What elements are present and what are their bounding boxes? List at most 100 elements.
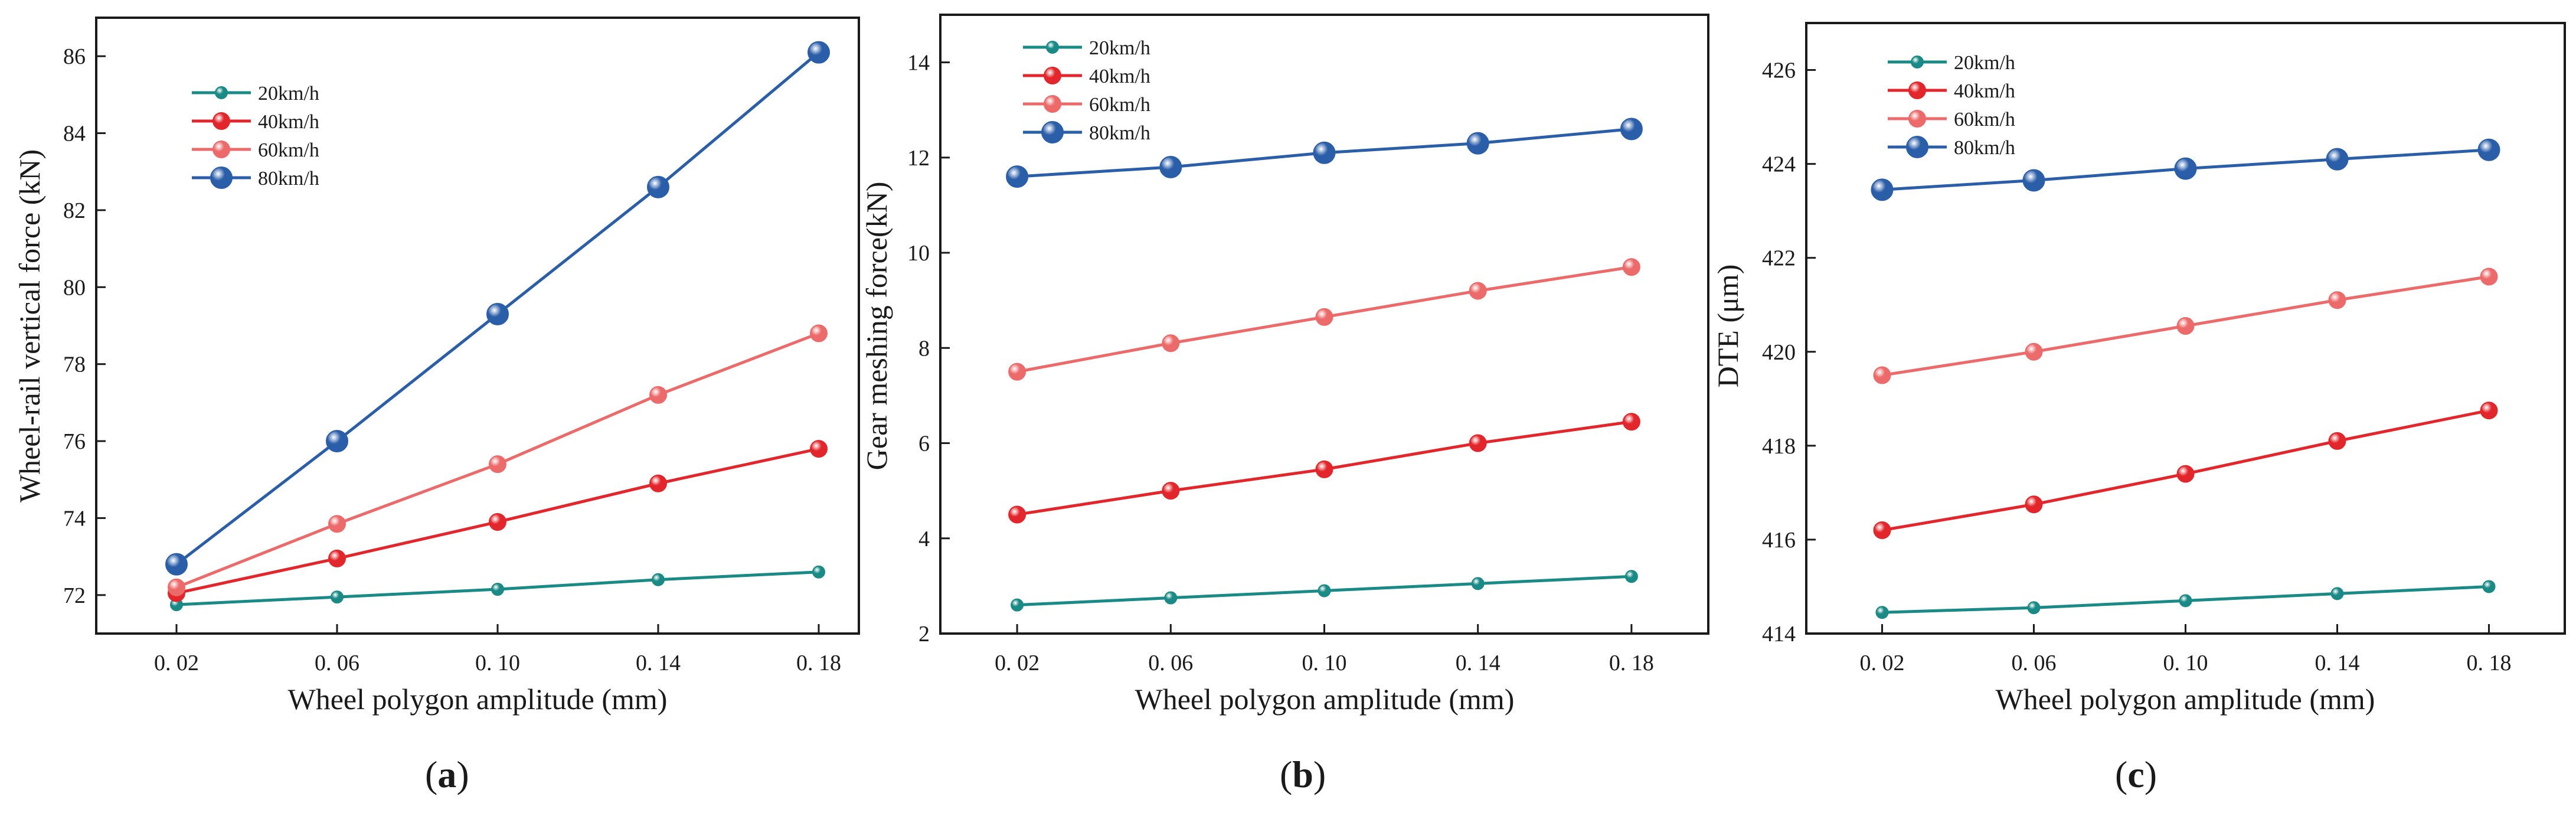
panel-label-close-paren: ) bbox=[1313, 753, 1326, 795]
data-point bbox=[2179, 594, 2192, 608]
data-point bbox=[1875, 606, 1889, 619]
y-tick-label: 12 bbox=[907, 146, 930, 171]
axis-ticks: 2 4 6 8 10 12 14 0. 02 0. 06 0. 10 0. 14 0. 18 bbox=[907, 51, 1654, 675]
data-point bbox=[1622, 413, 1640, 431]
series-lines bbox=[1882, 148, 2489, 614]
y-axis-label: Wheel-rail vertical force (kN) bbox=[13, 149, 46, 502]
data-point bbox=[491, 583, 504, 596]
x-axis-label: Wheel polygon amplitude (mm) bbox=[288, 683, 668, 716]
y-tick-label: 72 bbox=[63, 583, 86, 608]
legend-label: 40km/h bbox=[1954, 80, 2015, 102]
data-point bbox=[486, 302, 509, 325]
legend: 20km/h 40km/h 60km/h 80km/h bbox=[192, 83, 319, 190]
x-tick-label: 0. 02 bbox=[154, 651, 199, 675]
data-point bbox=[2027, 601, 2041, 615]
data-point bbox=[2174, 157, 2197, 180]
x-axis-label: Wheel polygon amplitude (mm) bbox=[1135, 683, 1515, 716]
data-point bbox=[1469, 282, 1487, 300]
data-point bbox=[2022, 169, 2045, 192]
legend-label: 60km/h bbox=[258, 139, 319, 161]
legend: 20km/h 40km/h 60km/h 80km/h bbox=[1023, 37, 1150, 144]
axis-ticks: 414 416 418 420 422 424 426 0. 02 0. 06 0. 10 0. 1… bbox=[1762, 58, 2512, 675]
data-point bbox=[1318, 584, 1331, 598]
data-point bbox=[1164, 591, 1178, 605]
data-point bbox=[1008, 505, 1027, 524]
data-point bbox=[1624, 570, 1638, 583]
x-tick-label: 0. 14 bbox=[1456, 651, 1501, 675]
y-tick-label: 424 bbox=[1762, 152, 1796, 177]
panel-label-open-paren: ( bbox=[425, 753, 437, 795]
x-tick-label: 0. 18 bbox=[796, 651, 841, 675]
y-tick-label: 422 bbox=[1762, 246, 1796, 271]
legend-label: 40km/h bbox=[258, 111, 319, 133]
panel-label-b: (b) bbox=[1280, 753, 1326, 795]
data-point bbox=[647, 175, 669, 198]
data-point bbox=[2480, 267, 2498, 286]
legend-swatch-marker bbox=[1908, 81, 1926, 99]
x-tick-label: 0. 06 bbox=[315, 651, 359, 675]
data-point bbox=[2328, 291, 2346, 309]
data-point bbox=[2025, 495, 2043, 514]
series-lines bbox=[1016, 127, 1632, 607]
panel-label-a: (a) bbox=[425, 753, 469, 795]
data-point bbox=[1159, 155, 1182, 178]
data-point bbox=[1471, 577, 1485, 590]
x-tick-label: 0. 10 bbox=[475, 651, 520, 675]
y-tick-label: 74 bbox=[63, 506, 86, 531]
data-point bbox=[1622, 258, 1640, 276]
panel-label-open-paren: ( bbox=[2115, 753, 2127, 795]
legend-label: 80km/h bbox=[1089, 122, 1150, 144]
data-point bbox=[1006, 165, 1029, 188]
legend-label: 80km/h bbox=[258, 168, 319, 190]
y-tick-label: 80 bbox=[63, 275, 86, 300]
legend-swatch-marker bbox=[1041, 121, 1064, 143]
legend-swatch-marker bbox=[213, 141, 230, 158]
data-point bbox=[1873, 521, 1891, 540]
legend-label: 20km/h bbox=[1089, 37, 1150, 59]
data-point bbox=[328, 515, 346, 533]
x-tick-label: 0. 02 bbox=[1860, 651, 1905, 675]
chart-panel-b: 2 4 6 8 10 12 14 0. 02 0. 06 0. 10 0. 14 0. 18 20km… bbox=[860, 14, 1709, 795]
data-point bbox=[489, 455, 506, 474]
data-point bbox=[1620, 117, 1643, 141]
data-point bbox=[2176, 317, 2195, 335]
x-axis-label: Wheel polygon amplitude (mm) bbox=[1996, 683, 2375, 716]
panel-label-letter: b bbox=[1292, 753, 1313, 795]
y-tick-label: 14 bbox=[907, 51, 930, 76]
panel-label-c: (c) bbox=[2115, 753, 2157, 795]
data-point bbox=[1011, 598, 1024, 612]
x-tick-label: 0. 14 bbox=[636, 651, 681, 675]
y-tick-label: 10 bbox=[907, 241, 930, 266]
data-point bbox=[649, 474, 667, 492]
data-points bbox=[1006, 117, 1643, 612]
data-point bbox=[2176, 465, 2195, 483]
x-tick-label: 0. 06 bbox=[1148, 651, 1193, 675]
axis-ticks: 72 74 76 78 80 82 84 86 0. 02 0. 06 0. 10 0. 14 0. 1… bbox=[63, 44, 841, 675]
data-point bbox=[331, 590, 344, 604]
legend-swatch-marker bbox=[215, 86, 228, 99]
legend-swatch-marker bbox=[1044, 95, 1061, 113]
y-tick-label: 414 bbox=[1762, 622, 1796, 647]
data-point bbox=[326, 430, 348, 453]
panel-label-open-paren: ( bbox=[1280, 753, 1292, 795]
legend-swatch-marker bbox=[1044, 67, 1061, 84]
data-point bbox=[328, 549, 346, 567]
x-tick-label: 0. 18 bbox=[2467, 651, 2512, 675]
legend-label: 80km/h bbox=[1954, 137, 2015, 159]
y-tick-label: 76 bbox=[63, 429, 86, 454]
legend: 20km/h 40km/h 60km/h 80km/h bbox=[1888, 52, 2015, 159]
legend-swatch-marker bbox=[1906, 136, 1928, 158]
data-point bbox=[2326, 148, 2349, 171]
data-point bbox=[165, 553, 188, 576]
data-point bbox=[1313, 141, 1336, 164]
legend-label: 20km/h bbox=[258, 83, 319, 105]
legend-label: 20km/h bbox=[1954, 52, 2015, 74]
legend-swatch-marker bbox=[1911, 56, 1924, 68]
data-point bbox=[649, 386, 667, 404]
chart-panel-a: 72 74 76 78 80 82 84 86 0. 02 0. 06 0. 10 0. 14 0. 1… bbox=[13, 17, 860, 795]
y-axis-label: DTE (μm) bbox=[1711, 265, 1744, 388]
data-point bbox=[812, 565, 825, 579]
legend-label: 60km/h bbox=[1954, 109, 2015, 130]
data-point bbox=[1871, 178, 1894, 201]
